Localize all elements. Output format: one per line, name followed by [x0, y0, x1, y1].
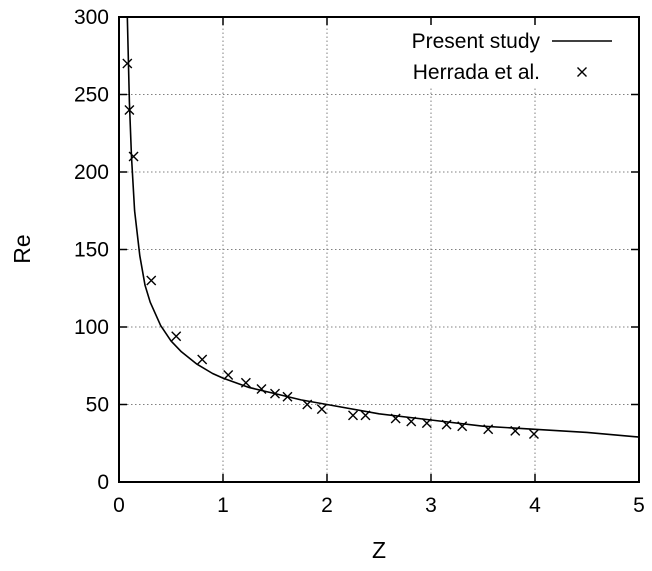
data-point-herrada [302, 399, 313, 410]
data-point-herrada [223, 370, 234, 381]
data-point-herrada [146, 275, 157, 286]
data-point-herrada [406, 416, 417, 427]
grid [119, 17, 639, 482]
y-tick-label: 100 [74, 316, 109, 339]
data-point-herrada [510, 425, 521, 436]
x-tick-label: 5 [633, 494, 645, 517]
y-tick-label: 300 [74, 6, 109, 29]
legend-label: Herrada et al. [413, 61, 540, 84]
data-point-herrada [270, 388, 280, 399]
data-point-herrada [483, 424, 494, 435]
x-tick-label: 1 [217, 494, 229, 517]
data-point-herrada [528, 428, 539, 439]
series-line-present-study [126, 16, 640, 438]
data-point-herrada [360, 410, 371, 421]
plot-series [122, 16, 640, 439]
data-point-herrada [197, 354, 208, 365]
y-tick-label: 50 [86, 394, 109, 417]
data-point-herrada [457, 421, 468, 432]
data-point-herrada [390, 413, 401, 424]
data-point-herrada [124, 105, 135, 115]
x-tick-label: 0 [113, 494, 125, 517]
data-point-herrada [441, 419, 452, 430]
data-point-herrada [171, 331, 182, 342]
x-axis-title: Z [372, 537, 386, 563]
data-point-herrada [128, 151, 139, 162]
x-tick-label: 2 [321, 494, 333, 517]
data-point-herrada [348, 410, 358, 421]
y-tick-label: 200 [74, 161, 109, 184]
x-tick-label: 3 [425, 494, 437, 517]
data-point-herrada [240, 377, 251, 388]
legend: Present study Herrada et al. [412, 30, 612, 84]
data-point-herrada [256, 384, 267, 394]
data-point-herrada [122, 58, 133, 69]
y-tick-label: 0 [97, 471, 109, 494]
legend-label: Present study [412, 30, 541, 53]
y-axis-title: Re [9, 234, 35, 263]
y-tick-label: 150 [74, 239, 109, 262]
legend-marker-swatch [577, 67, 587, 77]
y-tick-label: 250 [74, 84, 109, 107]
x-tick-label: 4 [529, 494, 541, 517]
data-point-herrada [316, 404, 327, 415]
data-point-herrada [421, 418, 432, 429]
data-point-herrada [282, 391, 293, 402]
